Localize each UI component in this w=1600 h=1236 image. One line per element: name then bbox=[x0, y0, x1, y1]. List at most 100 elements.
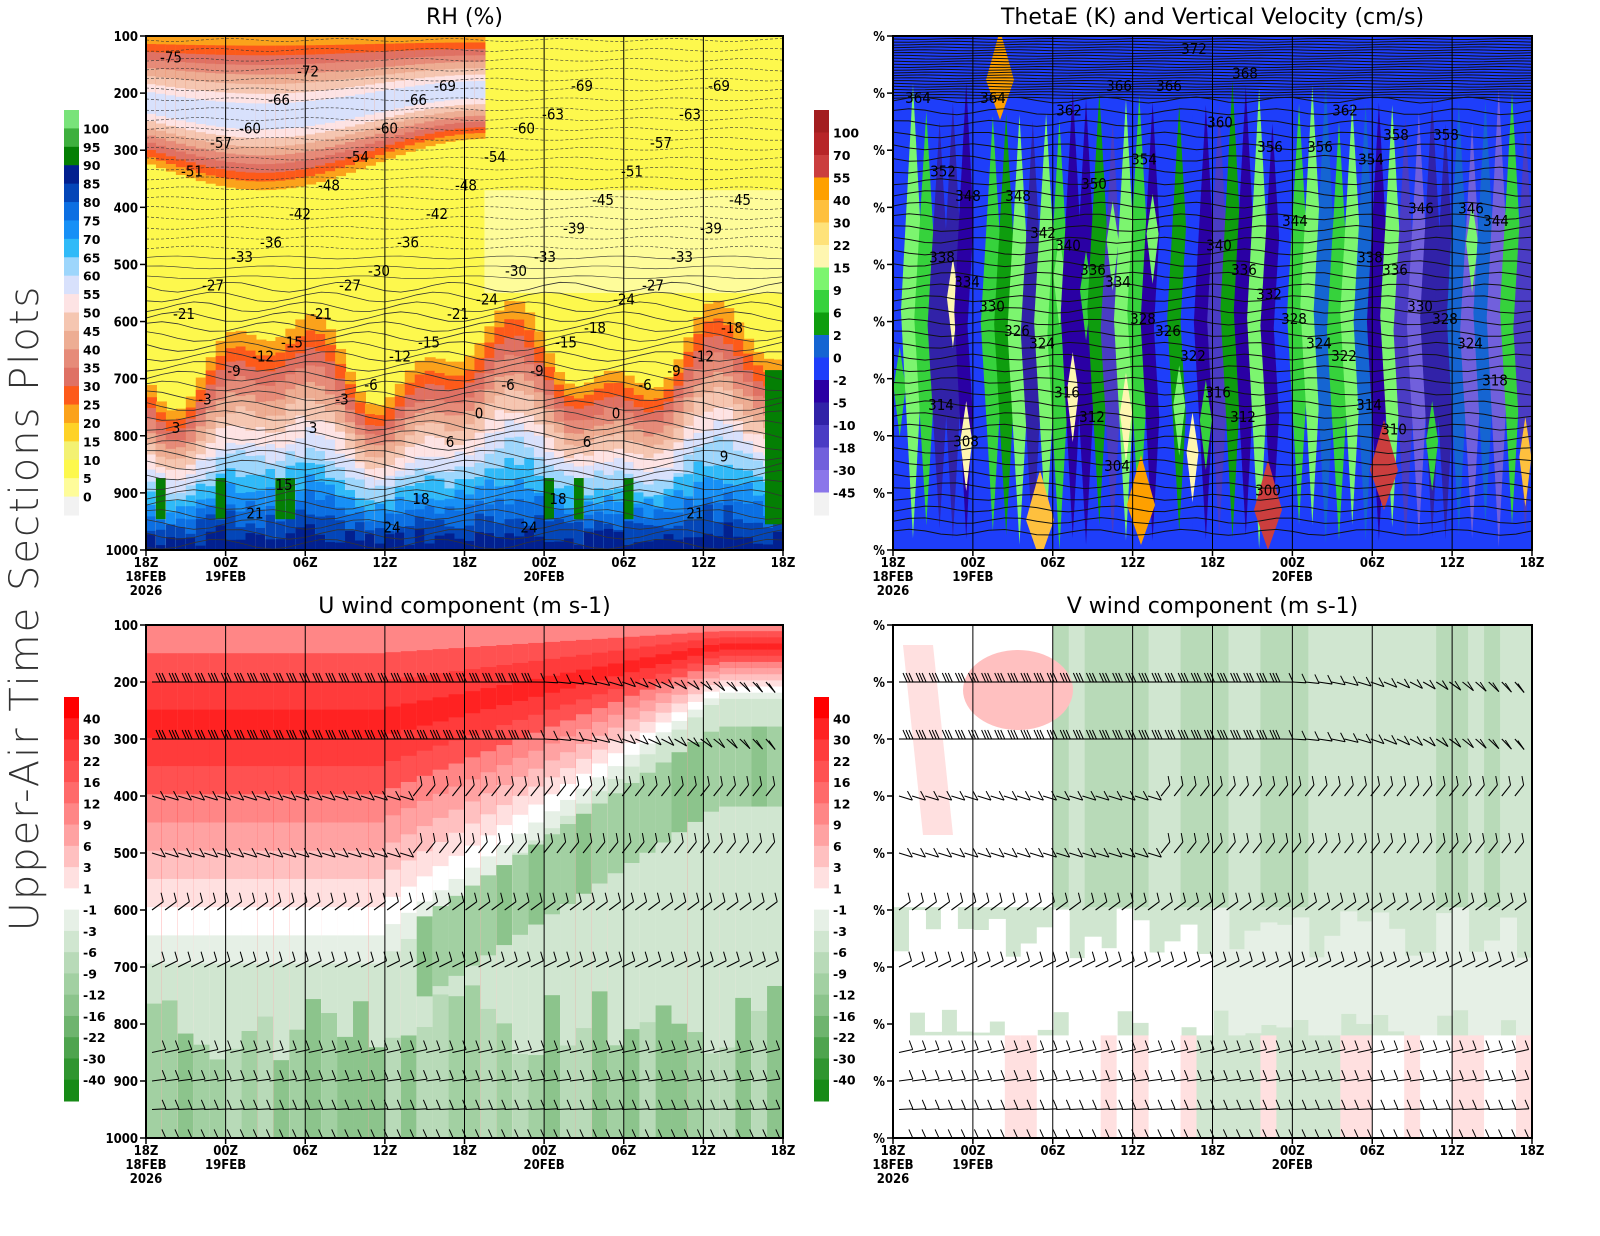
wind-barb-flag bbox=[604, 733, 611, 743]
wind-barb-flag bbox=[941, 729, 947, 740]
chart-title: V wind component (m s-1) bbox=[1067, 594, 1359, 619]
field-cell bbox=[1140, 101, 1165, 541]
wind-barb-flag bbox=[1256, 729, 1262, 740]
wind-barb-flag bbox=[1367, 1129, 1372, 1138]
wind-barb-flag bbox=[1000, 951, 1004, 961]
wind-barb-flag bbox=[658, 1069, 663, 1080]
field-cell bbox=[1356, 921, 1374, 1024]
contour-line bbox=[146, 77, 783, 82]
wind-barb-flag bbox=[1024, 790, 1031, 801]
wind-barb bbox=[1082, 1108, 1097, 1111]
wind-barb-flag bbox=[475, 1069, 480, 1080]
wind-barb-flag bbox=[566, 1129, 572, 1138]
wind-barb bbox=[1213, 1108, 1228, 1111]
wind-barb-flag bbox=[566, 1099, 572, 1109]
wind-barb-flag bbox=[1112, 729, 1118, 740]
contour-label: -33 bbox=[671, 248, 693, 266]
wind-barb bbox=[1069, 1048, 1084, 1054]
wind-barb bbox=[1213, 901, 1226, 911]
contour-line bbox=[146, 67, 783, 72]
field-cell bbox=[1199, 380, 1212, 471]
wind-barb bbox=[282, 1078, 297, 1082]
wind-barb-flag bbox=[199, 892, 203, 902]
wind-barb-flag bbox=[1311, 775, 1315, 786]
wind-barb-flag bbox=[273, 672, 279, 683]
wind-barb-flag bbox=[1102, 672, 1108, 683]
contour-label: -36 bbox=[260, 234, 282, 252]
wind-barb-flag bbox=[1065, 1099, 1071, 1109]
field-cell bbox=[161, 1000, 179, 1138]
field-cell bbox=[1500, 1035, 1518, 1138]
wind-barb-flag bbox=[1023, 729, 1029, 740]
wind-barb bbox=[1069, 960, 1083, 968]
contour-label: 304 bbox=[1104, 457, 1130, 475]
chart-thetae: 3643623603543523503683583483663563463643… bbox=[814, 5, 1544, 599]
wind-barb-flag bbox=[997, 729, 1003, 740]
wind-barb-flag bbox=[1177, 672, 1183, 683]
wind-barb-flag bbox=[1020, 672, 1026, 683]
wind-barb-flag bbox=[276, 729, 282, 740]
wind-barb-flag bbox=[1390, 775, 1394, 786]
wind-barb bbox=[347, 1048, 362, 1054]
field-cell bbox=[448, 895, 466, 976]
wind-barb-flag bbox=[934, 672, 940, 683]
wind-barb-flag bbox=[1151, 729, 1157, 740]
field-cell bbox=[275, 539, 287, 550]
wind-barb bbox=[1318, 901, 1330, 911]
wind-barb bbox=[452, 1048, 467, 1054]
wind-barb-flag bbox=[1235, 892, 1239, 902]
colorbar-swatch bbox=[64, 909, 79, 932]
wind-barb-flag bbox=[1351, 775, 1354, 786]
wind-barb bbox=[465, 841, 475, 854]
x-tick-label: 00Z bbox=[960, 556, 985, 571]
field-cell bbox=[504, 190, 516, 293]
wind-barb-flag bbox=[1327, 1129, 1333, 1138]
wind-barb-flag bbox=[174, 729, 180, 740]
wind-barb-flag bbox=[1324, 775, 1328, 786]
wind-barb-flag bbox=[1010, 729, 1016, 740]
field-cell bbox=[1212, 908, 1230, 1011]
wind-barb-flag bbox=[578, 731, 585, 742]
wind-barb-flag bbox=[1180, 832, 1184, 843]
field-cell bbox=[434, 519, 446, 550]
wind-barb bbox=[504, 841, 514, 854]
field-cell bbox=[384, 1037, 402, 1138]
wind-barb-flag bbox=[184, 672, 190, 683]
contour-label: 328 bbox=[1432, 310, 1458, 328]
field-cell bbox=[719, 698, 737, 1138]
field-cell bbox=[643, 524, 655, 550]
wind-barb-flag bbox=[501, 1129, 506, 1138]
wind-barb-flag bbox=[238, 892, 243, 902]
wind-barb bbox=[256, 795, 271, 801]
wind-barb bbox=[1501, 1048, 1516, 1054]
wind-barb bbox=[1501, 784, 1511, 797]
x-tick-label: 18Z bbox=[881, 556, 906, 571]
wind-barb-flag bbox=[1298, 775, 1302, 786]
contour-label: 328 bbox=[1281, 310, 1307, 328]
wind-barb-flag bbox=[761, 892, 765, 902]
wind-barb bbox=[491, 841, 501, 854]
x-tick-label: 06Z bbox=[1040, 1144, 1065, 1159]
wind-barb-flag bbox=[1301, 1129, 1307, 1138]
wind-barb-flag bbox=[921, 729, 927, 740]
colorbar-swatch bbox=[64, 459, 79, 479]
colorbar-swatch bbox=[64, 146, 79, 166]
field-cell bbox=[765, 370, 783, 525]
wind-barb-flag bbox=[292, 1040, 297, 1050]
y-tick-label: 300 bbox=[114, 733, 138, 748]
y-tick-label: % bbox=[873, 201, 885, 216]
wind-barb-flag bbox=[1287, 892, 1291, 902]
wind-barb-flag bbox=[1020, 729, 1026, 740]
wind-barb bbox=[1383, 901, 1396, 911]
wind-barb bbox=[951, 852, 965, 858]
wind-barb bbox=[269, 852, 284, 858]
colorbar-label: 55 bbox=[83, 287, 100, 302]
wind-barb-flag bbox=[527, 729, 533, 740]
colorbar-swatch bbox=[64, 220, 79, 240]
wind-barb-flag bbox=[775, 1099, 781, 1109]
wind-barb-flag bbox=[730, 738, 738, 749]
wind-barb-flag bbox=[957, 672, 963, 683]
wind-barb-flag bbox=[369, 847, 375, 858]
colorbar-swatch bbox=[814, 845, 829, 868]
contour-label: -63 bbox=[679, 105, 701, 123]
